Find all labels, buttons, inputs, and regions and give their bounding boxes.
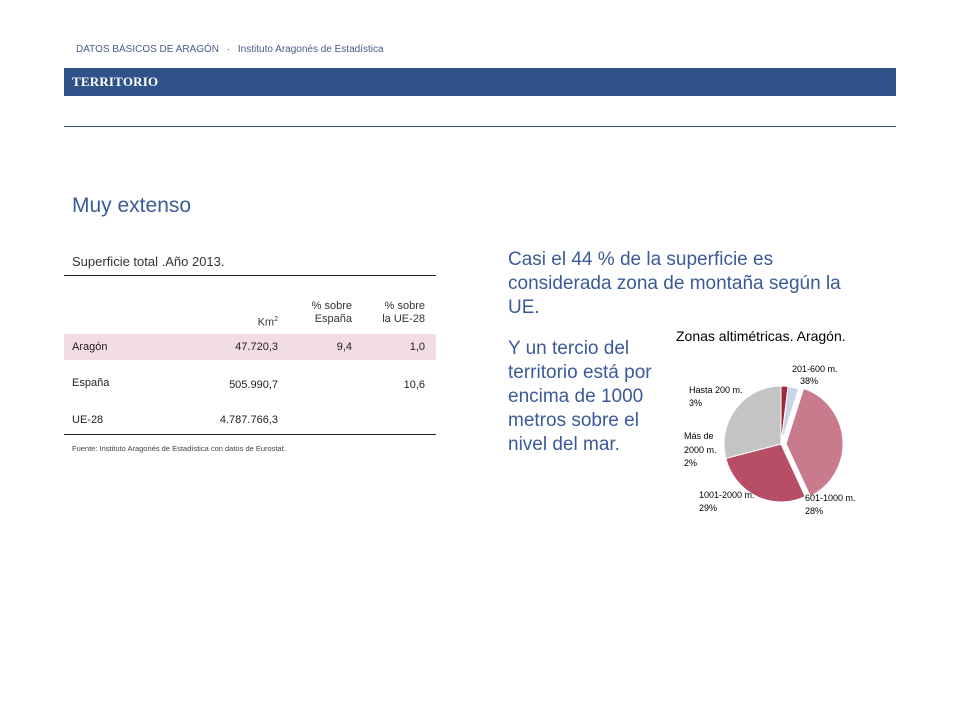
slice-label-part2: 2000 m. xyxy=(684,445,717,455)
table-cell-pct-ue: 10,6 xyxy=(403,379,425,391)
page-subtitle: Muy extenso xyxy=(72,194,192,217)
table-cell-km2: 505.990,7 xyxy=(229,379,278,391)
table-source-note: Fuente: Instituto Aragonés de Estadístic… xyxy=(72,444,286,453)
table-cell-km2: 4.787.766,3 xyxy=(219,414,278,426)
table-bottom-rule xyxy=(64,434,436,435)
table-top-rule xyxy=(64,275,436,276)
pie-slice xyxy=(725,443,806,503)
section-band: TERRITORIO xyxy=(64,68,896,96)
pie-slices xyxy=(723,385,844,503)
slice-pct-label: 2% xyxy=(684,458,697,468)
slice-label: 201-600 m. xyxy=(792,364,838,374)
table-cell-km2: 47.720,3 xyxy=(235,341,278,353)
table-cell-pct-ue: 1,0 xyxy=(409,341,425,353)
table-row-name: Aragón xyxy=(72,341,108,353)
slice-pct-label: 3% xyxy=(689,398,702,408)
pct-spain-line1: % sobre xyxy=(311,300,352,312)
slice-label-part1: Más de xyxy=(684,431,714,441)
slice-pct-label: 38% xyxy=(800,376,818,386)
pie-slice xyxy=(785,387,844,497)
slice-label: 601-1000 m. xyxy=(805,493,856,503)
publication-title: DATOS BÁSICOS DE ARAGÓN xyxy=(76,44,219,55)
km2-label: Km xyxy=(257,316,275,329)
chart-title: Zonas altimétricas. Aragón. xyxy=(676,328,846,344)
mountain-zone-paragraph: Casi el 44 % de la superficie es conside… xyxy=(508,249,841,318)
table-row-name: UE-28 xyxy=(72,414,104,426)
slice-label: 1001-2000 m. xyxy=(699,490,755,500)
altitude-pie-chart: Zonas altimétricas. Aragón. 201-600 m. 3… xyxy=(676,328,856,516)
table-row-name: España xyxy=(72,377,110,389)
slice-label: Hasta 200 m. xyxy=(689,385,743,395)
altitude-paragraph: Y un tercio del territorio está por enci… xyxy=(508,338,652,455)
header-breadcrumb: DATOS BÁSICOS DE ARAGÓN · Instituto Arag… xyxy=(76,44,384,55)
institute-name: Instituto Aragonés de Estadística xyxy=(237,44,384,55)
km2-superscript: 2 xyxy=(274,316,278,323)
table-row-highlight xyxy=(64,334,436,360)
pct-spain-line2: España xyxy=(314,313,352,325)
pct-ue-line2: la UE-28 xyxy=(382,313,425,325)
section-title: TERRITORIO xyxy=(72,74,159,89)
slice-pct-label: 28% xyxy=(805,506,823,516)
table-caption: Superficie total .Año 2013. xyxy=(72,254,225,269)
header-divider xyxy=(64,126,896,127)
pie-slice xyxy=(780,385,800,445)
table-cell-pct-spain: 9,4 xyxy=(336,341,352,353)
column-header-pct-ue: % sobre la UE-28 xyxy=(355,300,425,326)
pct-ue-line1: % sobre xyxy=(384,300,425,312)
slice-pct-label: 29% xyxy=(699,503,717,513)
header-separator: · xyxy=(226,44,231,55)
column-header-km2: Km2 xyxy=(220,313,278,330)
column-header-pct-spain: % sobre España xyxy=(280,300,352,326)
pie-slice xyxy=(723,385,782,460)
